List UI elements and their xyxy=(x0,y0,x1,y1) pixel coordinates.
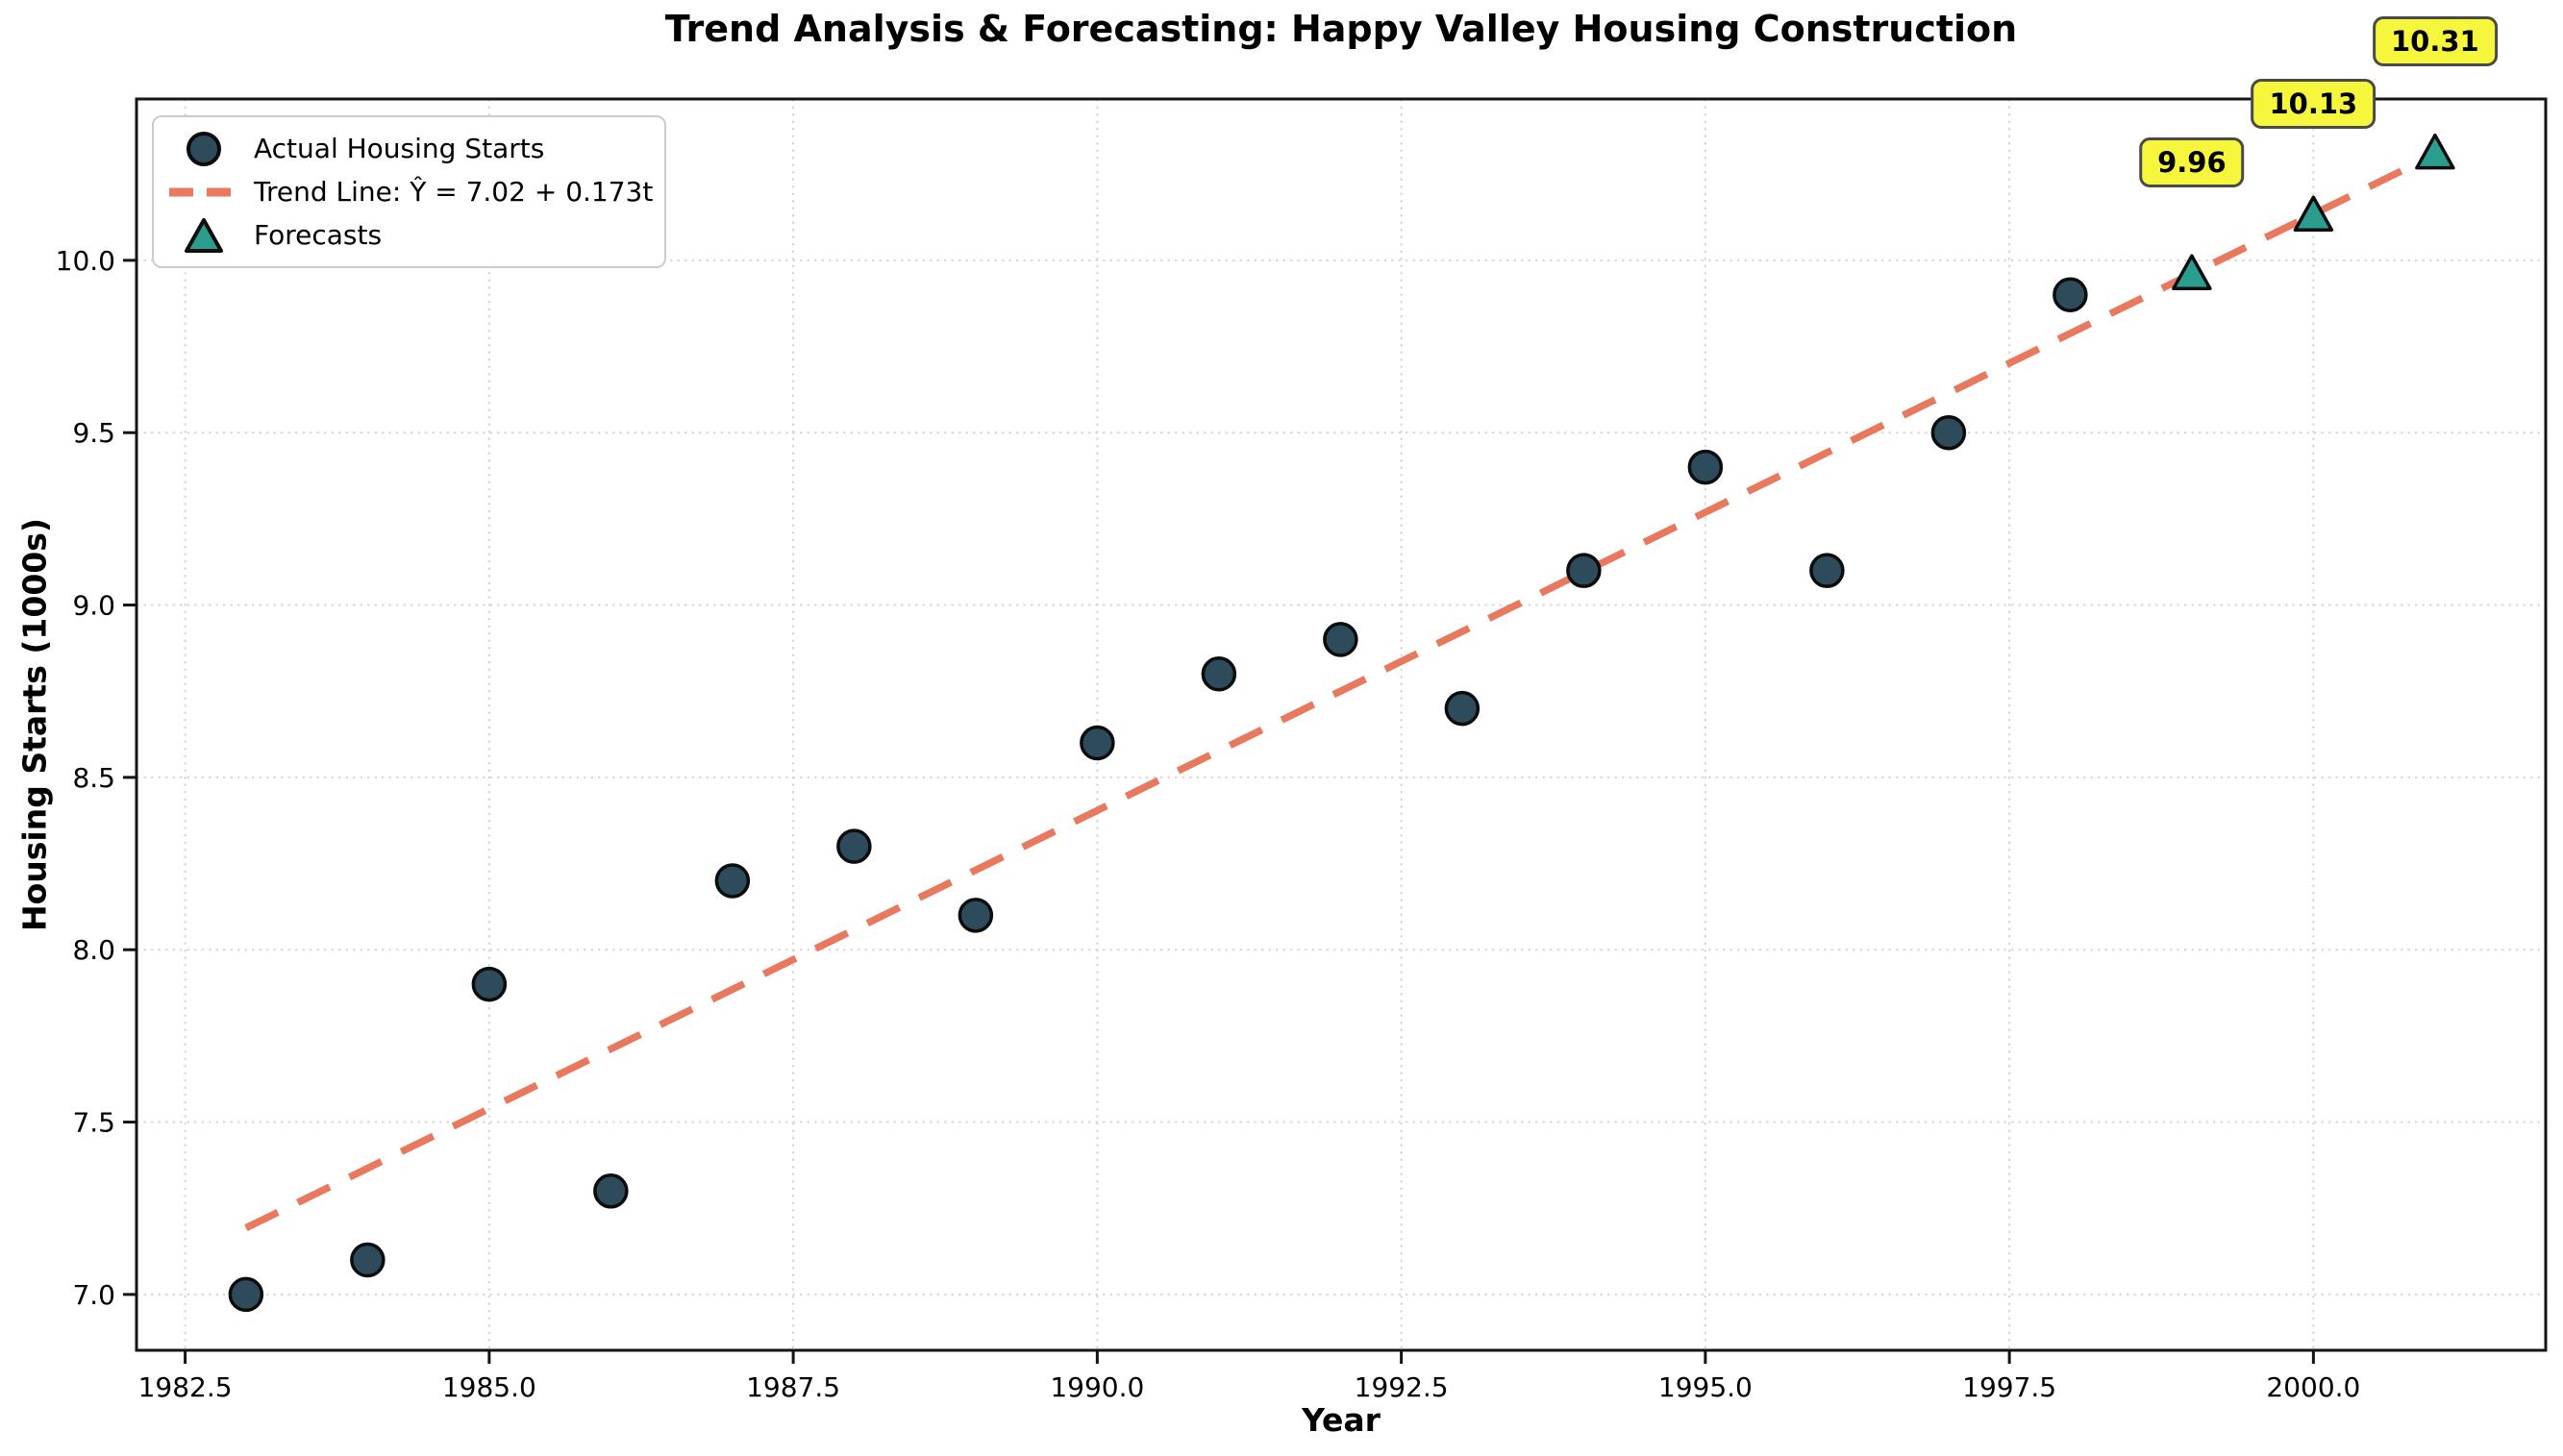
x-tick-label: 1997.5 xyxy=(1962,1371,2056,1403)
data-point-circle xyxy=(228,1276,264,1313)
legend-item-trend: Trend Line: Ŷ = 7.02 + 0.173t xyxy=(154,170,664,213)
data-point-circle xyxy=(350,1242,386,1278)
x-tick-label: 1990.0 xyxy=(1050,1371,1144,1403)
data-point-circle xyxy=(1323,622,1358,657)
forecast-annotation: 10.13 xyxy=(2251,79,2376,130)
chart-title: Trend Analysis & Forecasting: Happy Vall… xyxy=(664,8,2018,50)
plot-spines xyxy=(135,97,2548,1352)
actual-marker-icon xyxy=(154,131,254,166)
data-point-circle xyxy=(1566,553,1602,588)
forecast-annotation: 10.31 xyxy=(2373,15,2498,66)
y-tick-label: 9.0 xyxy=(72,590,115,622)
trend-line xyxy=(244,151,2437,1232)
y-tick-label: 7.0 xyxy=(72,1279,115,1311)
data-point-circle xyxy=(1201,656,1237,692)
data-point-circle xyxy=(1687,449,1724,485)
y-tick-label: 10.0 xyxy=(56,245,115,277)
forecast-triangle xyxy=(2415,133,2455,170)
forecast-annotation: 9.96 xyxy=(2139,137,2245,188)
forecast-marker-icon xyxy=(154,216,254,255)
forecast-triangle xyxy=(2172,254,2212,290)
y-tick-label: 9.5 xyxy=(72,417,115,449)
data-point-circle xyxy=(1930,414,1967,451)
forecast-triangle xyxy=(2293,195,2334,232)
legend-label-actual: Actual Housing Starts xyxy=(254,133,545,164)
data-point-circle xyxy=(2053,277,2088,312)
x-axis-label: Year xyxy=(1302,1401,1381,1439)
y-tick-label: 8.5 xyxy=(72,762,115,794)
data-point-circle xyxy=(471,966,508,1002)
x-tick-label: 1995.0 xyxy=(1658,1371,1753,1403)
data-point-circle xyxy=(714,863,751,899)
x-tick-label: 1985.0 xyxy=(442,1371,536,1403)
legend-item-actual: Actual Housing Starts xyxy=(154,127,664,170)
trend-line-icon xyxy=(154,187,254,197)
y-tick-label: 7.5 xyxy=(72,1107,115,1139)
x-tick-label: 1992.5 xyxy=(1355,1371,1449,1403)
data-point-circle xyxy=(1444,690,1481,727)
data-point-circle xyxy=(836,828,872,864)
x-tick-label: 1987.5 xyxy=(746,1371,840,1403)
data-point-circle xyxy=(1080,725,1115,761)
data-point-circle xyxy=(958,898,994,933)
legend: Actual Housing Starts Trend Line: Ŷ = 7.… xyxy=(152,115,666,268)
data-point-circle xyxy=(1809,553,1845,588)
data-point-circle xyxy=(593,1173,629,1209)
legend-label-trend: Trend Line: Ŷ = 7.02 + 0.173t xyxy=(254,176,654,208)
x-tick-label: 1982.5 xyxy=(138,1371,233,1403)
x-tick-label: 2000.0 xyxy=(2266,1371,2360,1403)
legend-label-forecasts: Forecasts xyxy=(254,219,383,251)
legend-item-forecasts: Forecasts xyxy=(154,213,664,257)
y-tick-label: 8.0 xyxy=(72,934,115,966)
